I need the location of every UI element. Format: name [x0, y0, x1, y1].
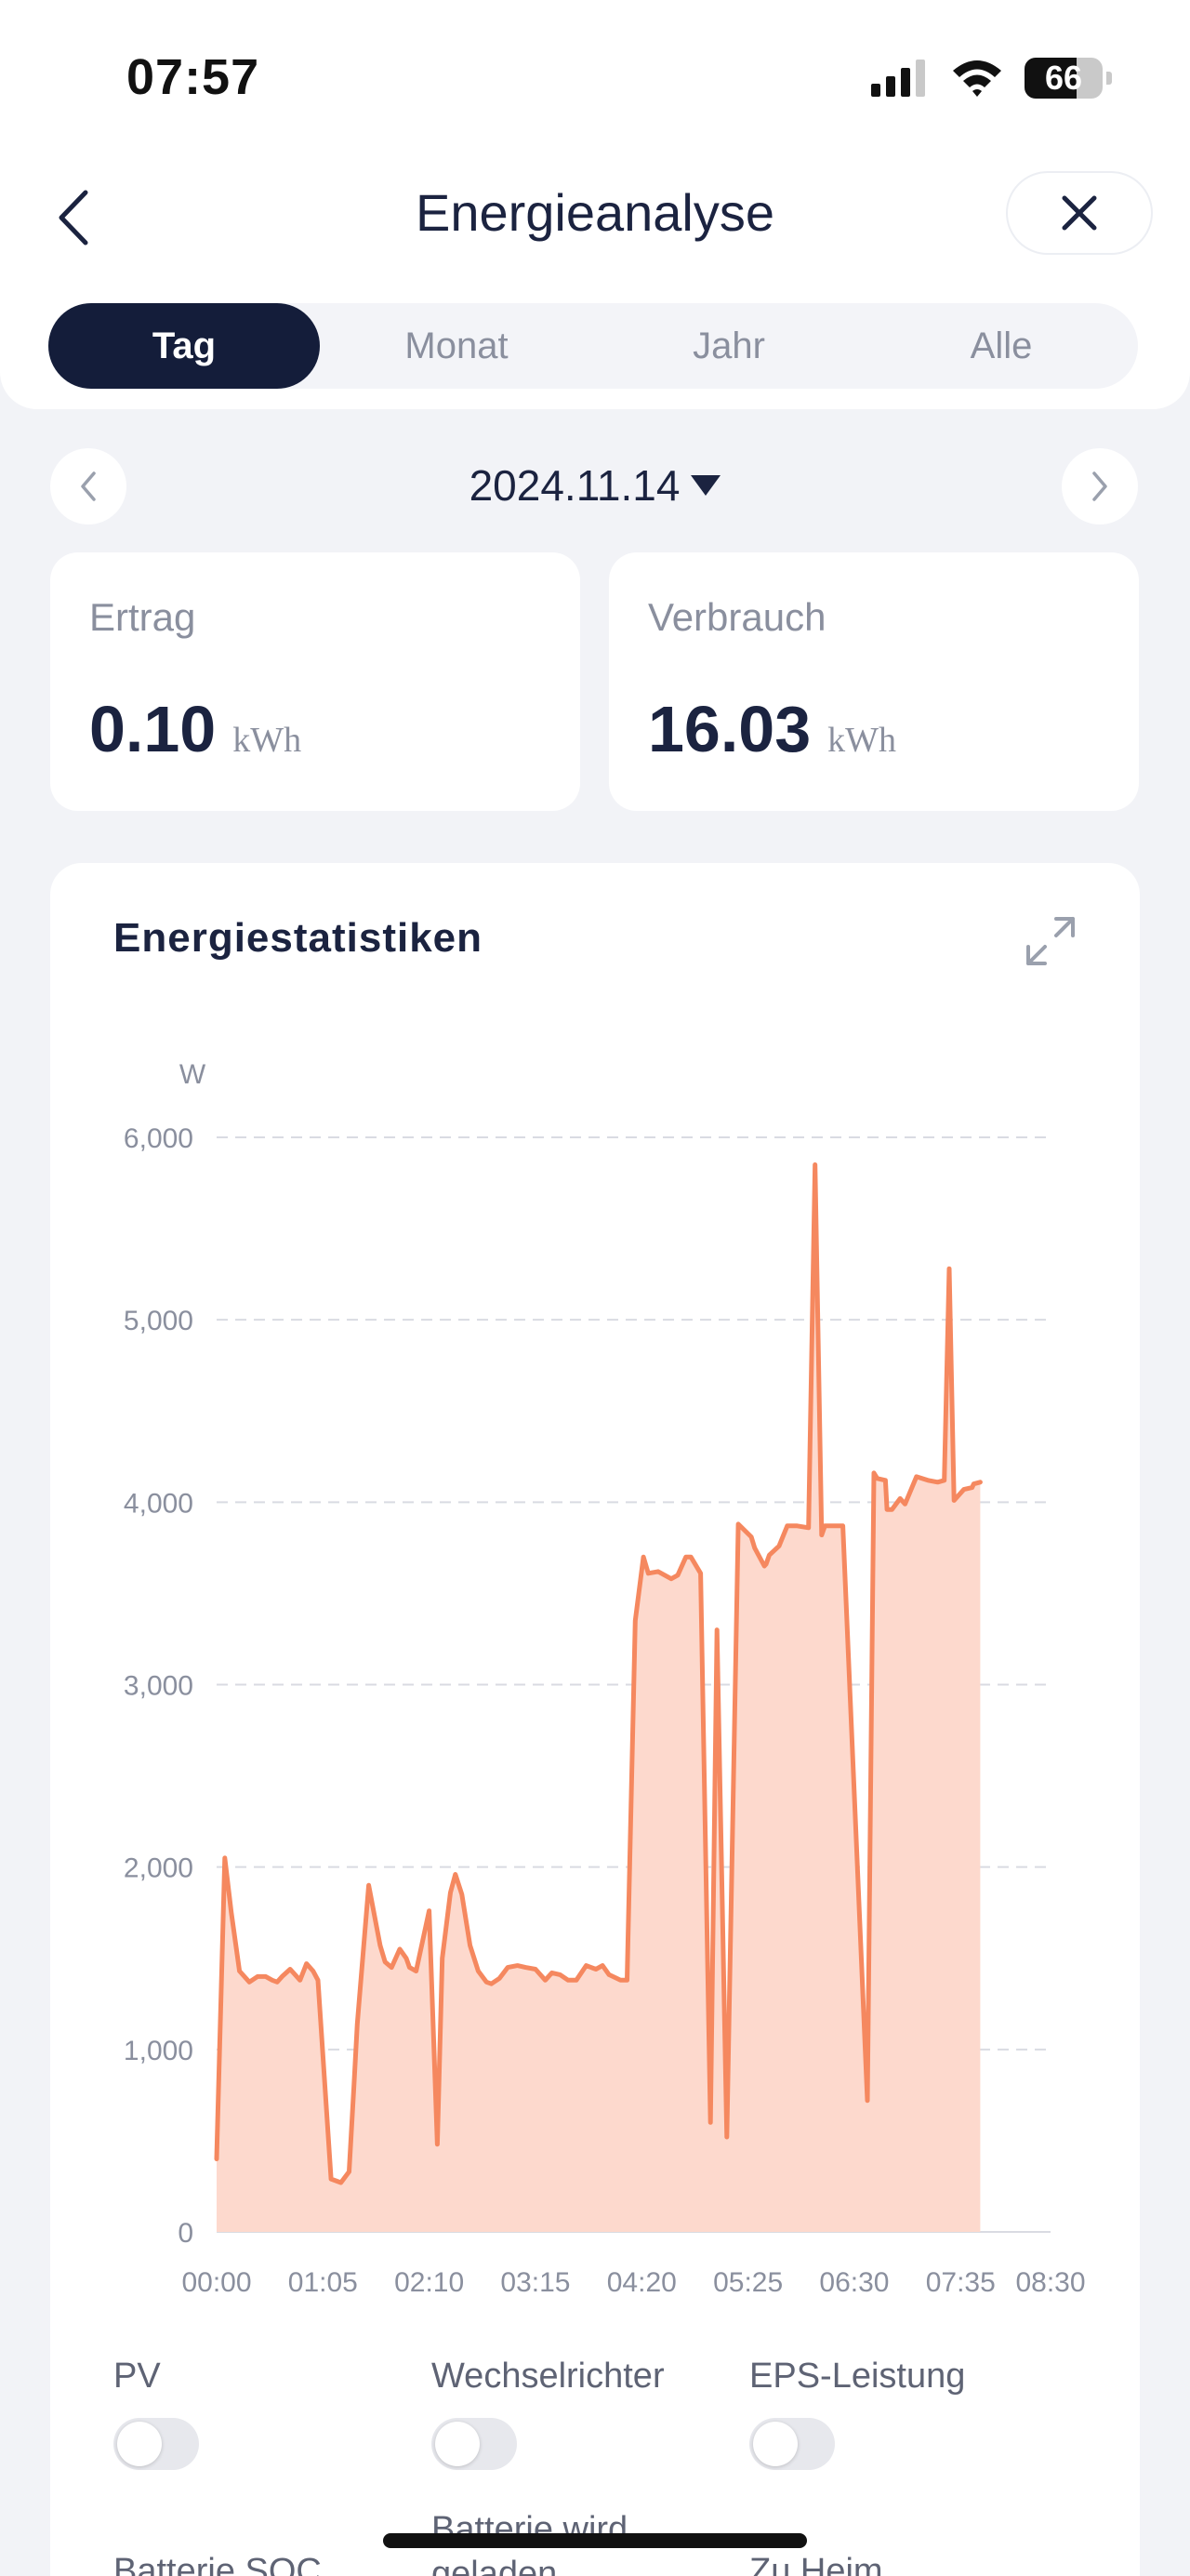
toggle-pv-label: PV: [113, 2357, 161, 2396]
y-tick-label: 0: [178, 2218, 193, 2249]
tab-year[interactable]: Jahr: [693, 325, 765, 366]
x-tick-label: 00:00: [181, 2267, 251, 2298]
next-date-button[interactable]: [1062, 448, 1138, 524]
home-indicator: [383, 2533, 807, 2548]
date-picker[interactable]: 2024.11.14: [409, 458, 781, 513]
date-value: 2024.11.14: [469, 461, 681, 510]
toggle-inverter-label: Wechselrichter: [431, 2357, 665, 2396]
x-tick-label: 05:25: [713, 2267, 783, 2298]
toggle-battery-soc-label: Batterie SOC: [113, 2552, 322, 2576]
toggle-inverter: Wechselrichter: [431, 2357, 665, 2470]
y-tick-label: 3,000: [124, 1671, 193, 1702]
x-tick-label: 04:20: [607, 2267, 677, 2298]
yield-unit: kWh: [232, 721, 302, 760]
toggle-to-home-label: Zu Heim: [749, 2552, 883, 2576]
toggle-eps-switch[interactable]: [749, 2418, 835, 2470]
x-tick-label: 06:30: [819, 2267, 889, 2298]
expand-icon: [1026, 917, 1075, 965]
toggle-pv: PV: [113, 2357, 199, 2470]
battery-level: 66: [1044, 59, 1083, 97]
expand-chart-button[interactable]: [1023, 913, 1078, 969]
y-tick-label: 6,000: [124, 1123, 193, 1154]
energy-statistics-card: W 0 1,000 2,000 3,000 4,000 5,000 6,000 00:00 01:…: [50, 863, 1140, 2576]
x-tick-label: 08:30: [1015, 2267, 1085, 2298]
consumption-label: Verbrauch: [648, 595, 826, 639]
series-line: [214, 1162, 983, 2185]
yield-value: 0.10: [89, 693, 217, 765]
chart-title: Energiestatistiken: [113, 915, 483, 961]
period-tabs: Tag Monat Jahr Alle: [48, 303, 1138, 389]
y-tick-label: 2,000: [124, 1853, 193, 1884]
x-tick-label: 02:10: [394, 2267, 464, 2298]
consumption-card: Verbrauch 16.03 kWh: [609, 552, 1139, 811]
toggle-to-home: Zu Heim: [749, 2552, 883, 2576]
yield-label: Ertrag: [89, 595, 196, 639]
y-tick-label: 4,000: [124, 1488, 193, 1519]
x-tick-label: 07:35: [926, 2267, 996, 2298]
header: Energieanalyse Tag Monat Jahr Alle: [0, 149, 1190, 409]
wifi-icon: [953, 60, 1001, 97]
toggle-battery-soc: Batterie SOC: [113, 2552, 322, 2576]
previous-date-button[interactable]: [50, 448, 126, 524]
tab-month[interactable]: Monat: [404, 325, 509, 366]
tab-all[interactable]: Alle: [970, 325, 1033, 366]
status-time: 07:57: [126, 49, 260, 105]
toggle-eps: EPS-Leistung: [749, 2357, 966, 2470]
y-tick-label: 1,000: [124, 2036, 193, 2066]
yield-card: Ertrag 0.10 kWh: [50, 552, 580, 811]
toggle-eps-label: EPS-Leistung: [749, 2357, 966, 2396]
toggle-inverter-switch[interactable]: [431, 2418, 517, 2470]
triangle-down-icon: [691, 475, 721, 496]
chevron-right-icon: [1092, 471, 1107, 501]
back-button[interactable]: [46, 180, 102, 255]
y-tick-label: 5,000: [124, 1306, 193, 1336]
toggle-pv-switch[interactable]: [113, 2418, 199, 2470]
chevron-left-icon: [81, 471, 96, 501]
page-title: Energieanalyse: [415, 183, 775, 242]
consumption-unit: kWh: [827, 721, 897, 760]
x-tick-label: 03:15: [500, 2267, 570, 2298]
signal-icon: [871, 60, 925, 97]
close-button[interactable]: [1006, 171, 1153, 255]
tab-day[interactable]: Tag: [48, 303, 320, 389]
battery-icon: 66: [1025, 58, 1114, 99]
close-icon: [1062, 195, 1097, 231]
x-tick-label: 01:05: [288, 2267, 358, 2298]
consumption-value: 16.03: [648, 693, 812, 765]
energy-chart: W 0 1,000 2,000 3,000 4,000 5,000 6,000 00:00 01:…: [124, 1059, 1086, 2298]
y-axis-unit: W: [179, 1059, 206, 1090]
chevron-left-icon: [59, 190, 88, 246]
status-bar: 07:57 66: [0, 0, 1190, 149]
